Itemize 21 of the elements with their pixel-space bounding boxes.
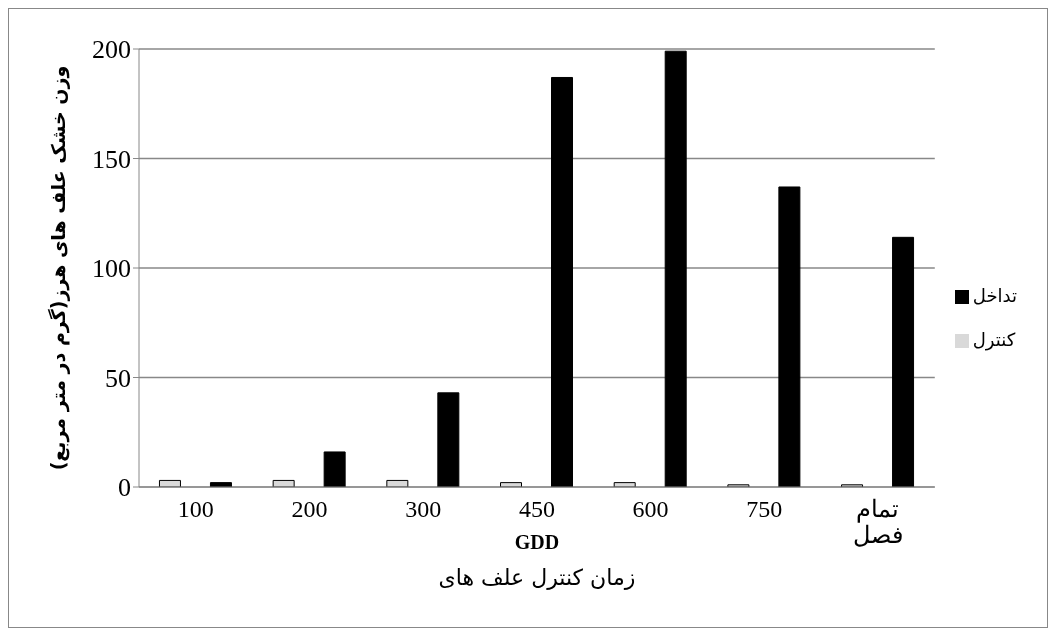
x-tick-label: 300 — [405, 496, 442, 522]
y-tick-label: 50 — [105, 363, 131, 393]
bar — [778, 186, 801, 487]
y-tick-label: 0 — [118, 473, 131, 503]
x-tick-label: 200 — [291, 496, 328, 522]
x-tick-label: 450 — [518, 496, 555, 522]
bar — [437, 392, 460, 487]
x-tick-label: 100 — [177, 496, 214, 522]
bar — [664, 50, 687, 487]
y-axis-title: وزن خشک علف های هرز(گرم در متر مربع) — [47, 65, 70, 471]
y-tick-label: 150 — [92, 144, 131, 174]
y-tick-label: 100 — [92, 254, 131, 284]
y-tick-label: 200 — [92, 35, 131, 65]
bar — [892, 236, 915, 487]
x-tick-label: 600 — [632, 496, 669, 522]
x-tick-label: 750 — [746, 496, 783, 522]
legend-label: تداخل — [972, 285, 1017, 306]
x-tick-label: تمام فصل — [852, 496, 903, 548]
bar — [551, 76, 574, 487]
legend-label: کنترل — [972, 329, 1016, 350]
bar — [323, 451, 346, 487]
